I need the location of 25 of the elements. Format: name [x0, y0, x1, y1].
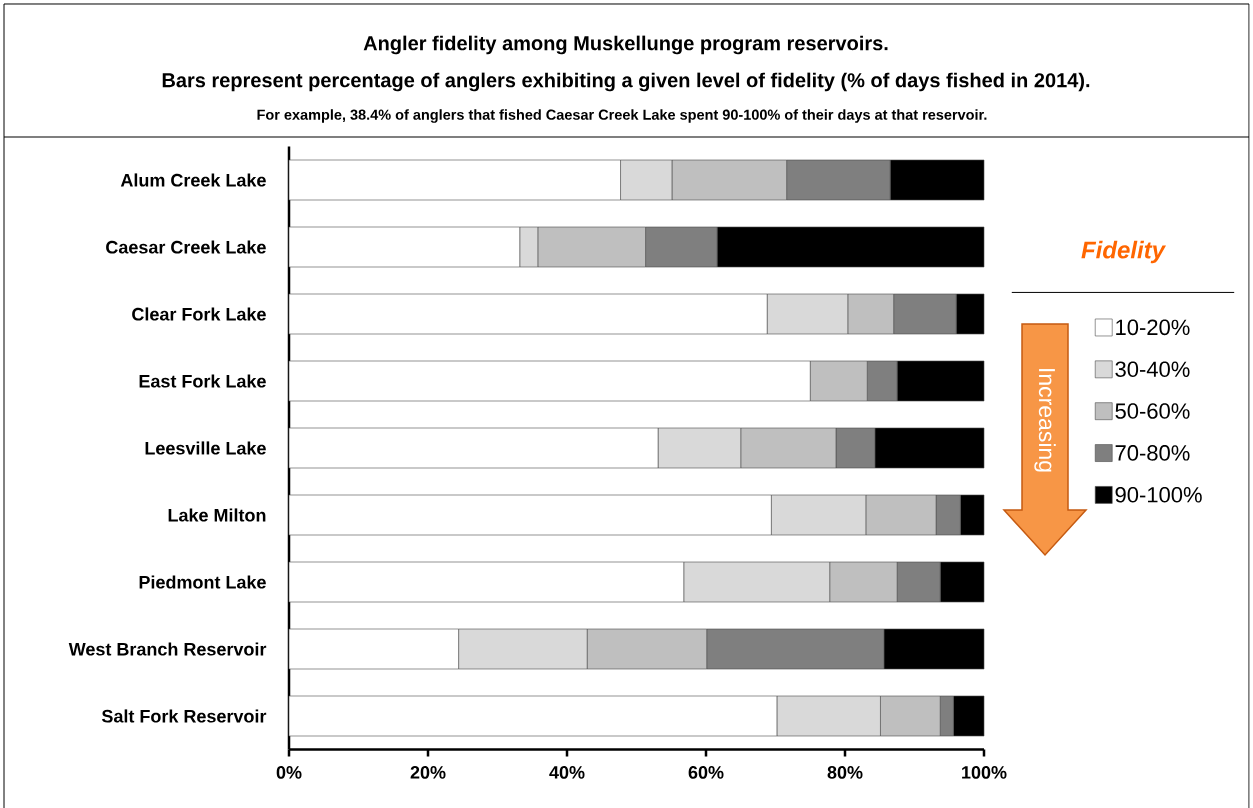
legend-title: Fidelity: [1081, 240, 1167, 264]
legend-label: 30-40%: [1115, 361, 1190, 377]
legend-label: 90-100%: [1115, 486, 1202, 503]
y-tick-label: Caesar Creek Lake: [106, 240, 266, 254]
legend-label: 50-60%: [1115, 403, 1190, 419]
y-tick-label: East Fork Lake: [139, 374, 266, 388]
y-tick-label: Clear Fork Lake: [132, 307, 266, 321]
y-tick-label: Leesville Lake: [145, 441, 266, 455]
legend-label: 70-80%: [1115, 445, 1190, 461]
x-tick-label: 20%: [410, 766, 446, 779]
text: For example, 38.4% of anglers that fished Caesar Creek Lake spent 90-100% of their days at that reservoir.: [257, 109, 987, 123]
x-tick-label: 60%: [688, 766, 724, 779]
text: Increasing: [1034, 369, 1056, 472]
y-tick-label: Lake Milton: [168, 508, 266, 522]
x-tick-label: 80%: [827, 766, 863, 779]
chart-title: Angler fidelity among Muskellunge program reservoirs.: [363, 35, 888, 55]
x-tick-label: 0%: [276, 766, 302, 779]
legend-label: 10-20%: [1116, 319, 1190, 336]
y-tick-label: Alum Creek Lake: [120, 173, 266, 187]
y-tick-label: Salt Fork Reservoir: [101, 709, 267, 723]
chart-subtitle: Bars represent percentage of anglers exhibiting a given level of fidelity (% of days fished in 2014).: [162, 72, 1090, 92]
y-tick-label: Piedmont Lake: [139, 575, 266, 589]
x-tick-label: 100%: [962, 766, 1007, 779]
y-tick-label: West Branch Reservoir: [68, 642, 267, 656]
x-tick-label: 40%: [549, 766, 585, 779]
